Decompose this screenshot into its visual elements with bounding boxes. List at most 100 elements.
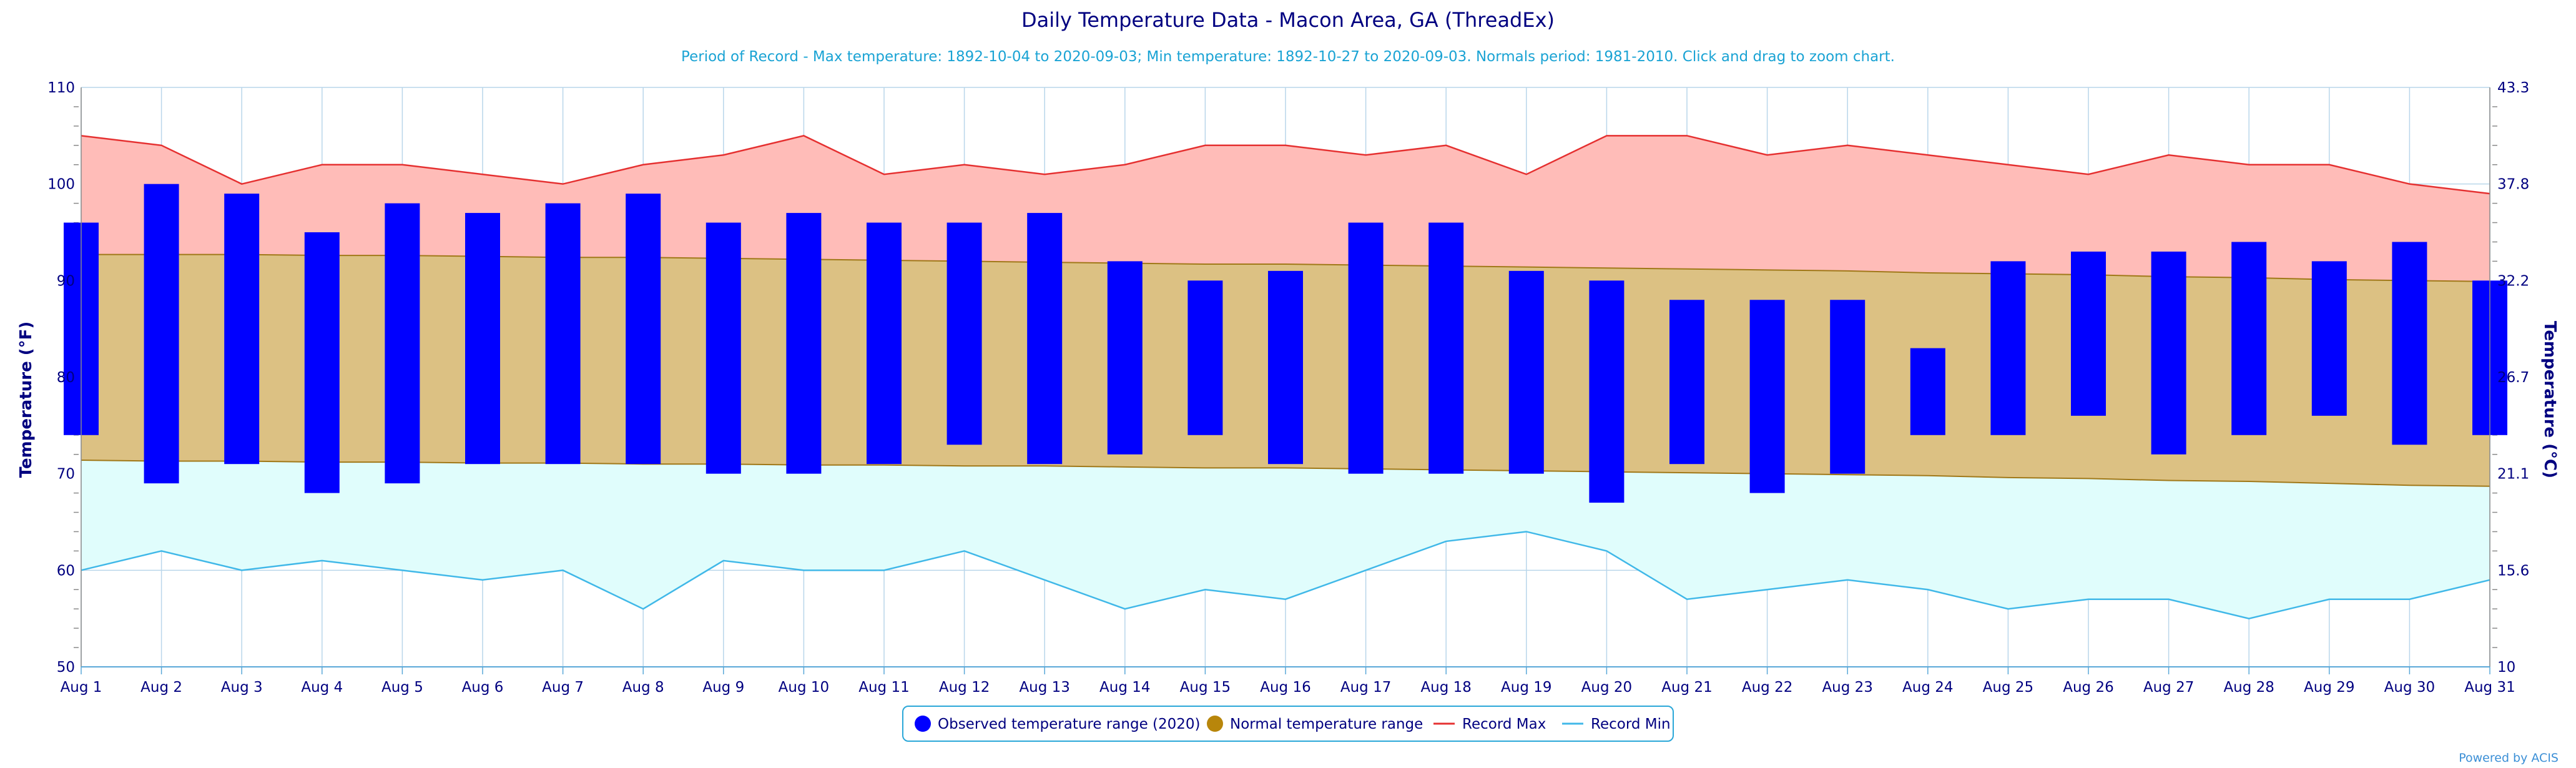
y-tick-left-label: 90 xyxy=(57,273,75,289)
y-tick-left-label: 70 xyxy=(57,466,75,483)
observed-bar-13[interactable] xyxy=(1027,213,1063,465)
y-tick-left-label: 100 xyxy=(47,177,75,193)
legend-observed-label: Observed temperature range (2020) xyxy=(938,716,1201,732)
observed-bar-23[interactable] xyxy=(1830,300,1866,474)
record-min-area xyxy=(81,460,2490,619)
observed-bars xyxy=(64,184,2507,503)
observed-bar-22[interactable] xyxy=(1749,300,1785,493)
x-tick-label: Aug 29 xyxy=(2304,679,2355,696)
observed-bar-10[interactable] xyxy=(786,213,822,474)
observed-bar-11[interactable] xyxy=(867,222,902,465)
x-tick-label: Aug 22 xyxy=(1742,679,1793,696)
observed-bar-2[interactable] xyxy=(144,184,179,484)
legend-normal-marker xyxy=(1207,716,1223,732)
x-tick-label: Aug 31 xyxy=(2464,679,2515,696)
observed-bar-28[interactable] xyxy=(2231,242,2267,435)
observed-bar-21[interactable] xyxy=(1669,300,1704,465)
y-tick-left-label: 60 xyxy=(57,563,75,579)
legend-item-normal[interactable]: Normal temperature range xyxy=(1207,716,1423,732)
observed-bar-14[interactable] xyxy=(1107,261,1143,455)
observed-bar-27[interactable] xyxy=(2151,251,2186,455)
observed-bar-20[interactable] xyxy=(1589,280,1625,503)
x-tick-label: Aug 4 xyxy=(301,679,343,696)
legend-observed-marker xyxy=(915,716,931,732)
x-tick-label: Aug 9 xyxy=(702,679,744,696)
legend: Observed temperature range (2020) Normal… xyxy=(902,706,1674,742)
x-tick-label: Aug 7 xyxy=(542,679,584,696)
observed-bar-17[interactable] xyxy=(1348,222,1384,474)
x-tick-label: Aug 15 xyxy=(1180,679,1231,696)
observed-bar-12[interactable] xyxy=(946,222,982,445)
x-tick-label: Aug 11 xyxy=(858,679,910,696)
right-y-tick-labels: 10 15.6 21.1 26.7 32.2 37.8 43.3 xyxy=(2497,80,2529,676)
legend-box xyxy=(902,706,1674,742)
observed-bar-5[interactable] xyxy=(385,203,420,484)
record-max-area xyxy=(81,135,2490,282)
y-tick-right-label: 32.2 xyxy=(2497,273,2529,289)
x-tick-label: Aug 16 xyxy=(1260,679,1311,696)
observed-bar-7[interactable] xyxy=(545,203,581,465)
x-tick-label: Aug 3 xyxy=(221,679,263,696)
observed-bar-25[interactable] xyxy=(1990,261,2026,435)
observed-bar-30[interactable] xyxy=(2392,242,2427,445)
observed-bar-15[interactable] xyxy=(1187,280,1223,435)
x-tick-label: Aug 8 xyxy=(622,679,664,696)
observed-bar-8[interactable] xyxy=(626,194,661,465)
x-tick-label: Aug 25 xyxy=(1983,679,2034,696)
credit-link[interactable]: Powered by ACIS xyxy=(2459,751,2559,765)
observed-bar-29[interactable] xyxy=(2311,261,2347,416)
y-tick-right-label: 21.1 xyxy=(2497,466,2529,483)
x-tick-label: Aug 20 xyxy=(1581,679,1633,696)
x-tick-label: Aug 10 xyxy=(779,679,830,696)
y-tick-right-label: 43.3 xyxy=(2497,80,2529,96)
y-tick-left-label: 80 xyxy=(57,370,75,386)
observed-bar-6[interactable] xyxy=(465,213,500,465)
observed-bar-4[interactable] xyxy=(304,232,340,493)
x-tick-label: Aug 24 xyxy=(1902,679,1954,696)
x-tick-label: Aug 27 xyxy=(2143,679,2195,696)
axes xyxy=(81,87,2490,674)
legend-item-record-min[interactable]: Record Min xyxy=(1562,716,1671,732)
observed-bar-19[interactable] xyxy=(1508,270,1544,474)
x-tick-label: Aug 17 xyxy=(1340,679,1392,696)
legend-normal-label: Normal temperature range xyxy=(1230,716,1423,732)
left-y-tick-labels: 50 60 70 80 90 100 110 xyxy=(47,80,75,676)
observed-bar-16[interactable] xyxy=(1268,270,1303,465)
y-tick-left-label: 50 xyxy=(57,659,75,676)
x-tick-label: Aug 13 xyxy=(1019,679,1070,696)
observed-bar-18[interactable] xyxy=(1428,222,1464,474)
record-max-line xyxy=(81,135,2490,195)
observed-bar-26[interactable] xyxy=(2071,251,2106,416)
x-tick-label: Aug 6 xyxy=(462,679,504,696)
y-axis-label-right: Temperature (°C) xyxy=(2540,321,2559,478)
legend-record-min-label: Record Min xyxy=(1591,716,1671,732)
observed-bar-24[interactable] xyxy=(1910,348,1945,435)
x-tick-label: Aug 23 xyxy=(1822,679,1873,696)
legend-item-record-max[interactable]: Record Max xyxy=(1433,716,1546,732)
y-axis-label-left: Temperature (°F) xyxy=(17,322,36,478)
y-tick-right-label: 10 xyxy=(2497,659,2515,676)
x-tick-label: Aug 26 xyxy=(2063,679,2114,696)
chart-subtitle: Period of Record - Max temperature: 1892… xyxy=(681,49,1895,65)
x-tick-label: Aug 1 xyxy=(61,679,102,696)
chart-title: Daily Temperature Data - Macon Area, GA … xyxy=(1021,8,1555,32)
observed-bar-9[interactable] xyxy=(705,222,741,474)
x-tick-label: Aug 28 xyxy=(2223,679,2274,696)
x-tick-labels: Aug 1 Aug 2 Aug 3 Aug 4 Aug 5 Aug 6 Aug 7 Aug 8… xyxy=(61,679,2515,696)
record-min-line xyxy=(81,531,2490,619)
x-tick-label: Aug 5 xyxy=(381,679,423,696)
x-tick-label: Aug 12 xyxy=(939,679,990,696)
y-tick-right-label: 26.7 xyxy=(2497,370,2529,386)
x-tick-label: Aug 2 xyxy=(140,679,182,696)
y-tick-left-label: 110 xyxy=(47,80,75,96)
y-tick-right-label: 37.8 xyxy=(2497,177,2529,193)
legend-record-max-label: Record Max xyxy=(1462,716,1546,732)
y-tick-right-label: 15.6 xyxy=(2497,563,2529,579)
observed-bar-3[interactable] xyxy=(224,194,260,465)
x-tick-label: Aug 21 xyxy=(1661,679,1713,696)
x-tick-label: Aug 30 xyxy=(2384,679,2436,696)
legend-item-observed[interactable]: Observed temperature range (2020) xyxy=(915,716,1201,732)
x-tick-label: Aug 18 xyxy=(1420,679,1472,696)
x-tick-label: Aug 19 xyxy=(1501,679,1552,696)
